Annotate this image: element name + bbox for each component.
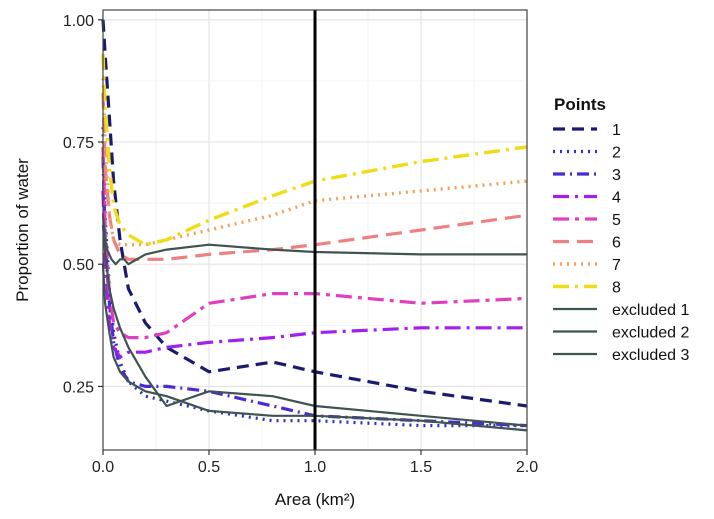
series-line-excluded-1 (101, 215, 527, 266)
x-tick-label: 0.5 (198, 459, 220, 476)
legend-label: 8 (612, 280, 621, 297)
y-axis-title: Proportion of water (13, 158, 32, 302)
legend-label: 7 (612, 257, 621, 274)
y-tick-label: 0.75 (63, 135, 94, 152)
legend-label: 4 (612, 190, 621, 207)
legend: Points 1 2 3 4 5 6 7 8 excluded 1 excluded 2 exclu… (553, 95, 689, 364)
legend-label: excluded 3 (612, 347, 689, 364)
axis-ticks: 0.0 0.5 1.0 1.5 2.0 0.25 0.50 0.75 1.00 (63, 13, 538, 476)
x-tick-label: 0.0 (92, 459, 114, 476)
series-line-4 (101, 190, 527, 359)
x-tick-label: 2.0 (516, 459, 538, 476)
legend-label: 2 (612, 145, 621, 162)
y-tick-label: 0.25 (63, 379, 94, 396)
legend-label: excluded 2 (612, 325, 689, 342)
legend-label: 6 (612, 235, 621, 252)
x-tick-label: 1.0 (304, 459, 326, 476)
legend-label: 3 (612, 167, 621, 184)
y-tick-label: 0.50 (63, 257, 94, 274)
x-tick-label: 1.5 (410, 459, 432, 476)
x-axis-title: Area (km²) (275, 490, 355, 509)
legend-label: 5 (612, 212, 621, 229)
y-tick-label: 1.00 (63, 13, 94, 30)
legend-title: Points (554, 95, 606, 114)
legend-label: excluded 1 (612, 302, 689, 319)
legend-label: 1 (612, 122, 621, 139)
